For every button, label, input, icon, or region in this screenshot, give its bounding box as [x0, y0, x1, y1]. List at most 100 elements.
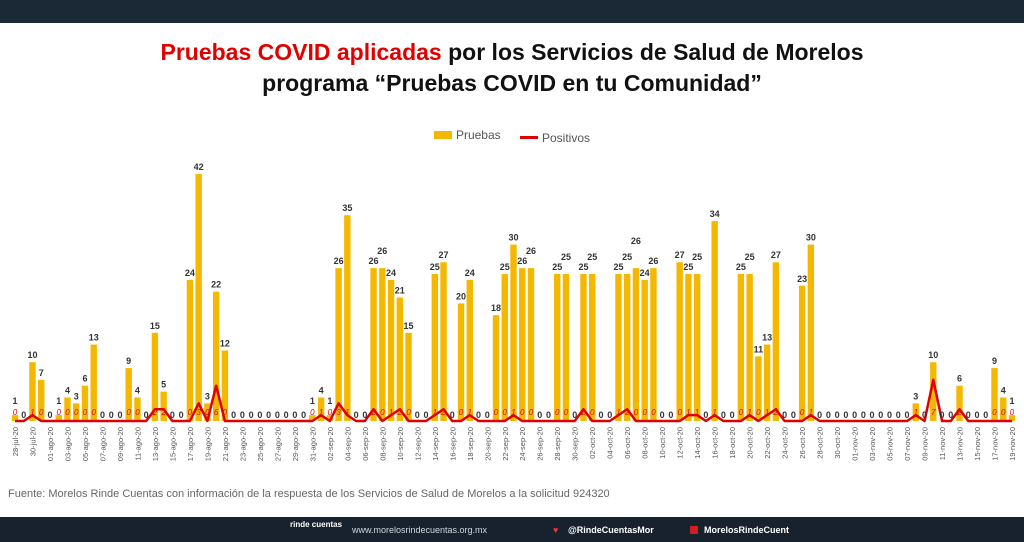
tick-label: 30-oct-20 — [833, 427, 842, 459]
data-label-positivos: 0 — [590, 408, 595, 417]
bar-pruebas — [317, 397, 325, 421]
data-label-positivos: 0 — [328, 408, 333, 417]
tick-label: 16-oct-20 — [711, 427, 720, 459]
data-label-pruebas: 30 — [508, 233, 518, 243]
data-label-pruebas: 13 — [89, 333, 99, 343]
data-label-pruebas: 27 — [771, 250, 781, 260]
data-label-pruebas: 0 — [266, 410, 271, 420]
data-label-pruebas: 0 — [948, 410, 953, 420]
data-label-pruebas: 11 — [754, 344, 764, 354]
tick-label: 31-ago-20 — [308, 427, 317, 461]
bar-pruebas — [64, 397, 71, 421]
data-label-positivos: 0 — [74, 408, 79, 417]
data-label-positivos: 0 — [380, 408, 385, 417]
bar-pruebas — [1008, 415, 1016, 421]
data-label-pruebas: 0 — [887, 410, 892, 420]
tick-label: 07-ago-20 — [98, 427, 107, 461]
bar-pruebas — [589, 274, 596, 421]
data-label-pruebas: 3 — [74, 391, 79, 401]
legend-label: Pruebas — [455, 128, 501, 142]
tick-label: 02-oct-20 — [588, 427, 597, 459]
tick-label: 03-ago-20 — [63, 427, 72, 461]
data-label-pruebas: 4 — [319, 385, 324, 395]
tick-label: 11-nov-20 — [938, 427, 947, 460]
data-label-pruebas: 0 — [292, 410, 297, 420]
bar-pruebas — [807, 244, 815, 421]
tick-label: 17-nov-20 — [991, 427, 1000, 461]
bar-pruebas — [755, 356, 762, 421]
tick-label: 11-ago-20 — [133, 427, 142, 461]
bar-pruebas — [501, 274, 508, 421]
data-label-pruebas: 26 — [377, 246, 387, 256]
data-label-pruebas: 0 — [975, 410, 980, 420]
data-label-positivos: 1 — [695, 408, 699, 417]
data-label-positivos: 0 — [800, 408, 805, 417]
bar-pruebas — [221, 350, 229, 421]
data-label-positivos: 0 — [503, 408, 508, 417]
bar-pruebas — [431, 274, 438, 421]
data-label-pruebas: 15 — [150, 321, 160, 331]
data-label-pruebas: 3 — [913, 391, 918, 401]
bar-pruebas — [344, 215, 351, 421]
data-label-positivos: 1 — [914, 408, 918, 417]
data-label-positivos: 0 — [992, 408, 997, 417]
data-label-pruebas: 0 — [817, 410, 822, 420]
bar-pruebas — [650, 268, 657, 421]
data-label-pruebas: 0 — [485, 410, 490, 420]
data-label-positivos: 0 — [310, 408, 315, 417]
facebook-handle[interactable]: MorelosRindeCuent — [704, 525, 790, 535]
data-label-positivos: 1 — [616, 408, 620, 417]
data-label-pruebas: 22 — [211, 280, 221, 290]
data-label-pruebas: 1 — [56, 396, 61, 406]
data-label-positivos: 0 — [564, 408, 569, 417]
data-label-pruebas: 23 — [797, 274, 807, 284]
data-label-pruebas: 25 — [561, 252, 571, 262]
data-label-pruebas: 9 — [992, 356, 997, 366]
bar-pruebas — [912, 403, 919, 421]
tick-label: 28-oct-20 — [816, 427, 825, 459]
tick-label: 16-sep-20 — [448, 427, 457, 461]
bar-pruebas — [90, 344, 97, 421]
data-label-positivos: 6 — [214, 408, 219, 417]
bar-pruebas — [326, 415, 334, 421]
bar-pruebas — [615, 274, 622, 421]
data-label-positivos: 2 — [956, 408, 962, 417]
data-label-pruebas: 0 — [21, 410, 26, 420]
data-label-pruebas: 0 — [109, 410, 114, 420]
data-label-pruebas: 0 — [703, 410, 708, 420]
data-label-pruebas: 34 — [710, 209, 720, 219]
tick-label: 10-oct-20 — [658, 427, 667, 459]
bar-pruebas — [746, 274, 753, 421]
tick-label: 24-sep-20 — [518, 427, 527, 461]
twitter-handle[interactable]: @RindeCuentasMor — [568, 525, 654, 535]
data-label-pruebas: 0 — [721, 410, 726, 420]
data-label-pruebas: 0 — [896, 410, 901, 420]
tick-label: 05-ago-20 — [81, 427, 90, 461]
bar-pruebas — [73, 403, 80, 421]
data-label-pruebas: 0 — [983, 410, 988, 420]
tick-label: 22-oct-20 — [763, 427, 772, 459]
tick-label: 21-ago-20 — [221, 427, 230, 461]
tick-label: 30-jul-20 — [28, 427, 37, 456]
data-label-positivos: 0 — [642, 408, 647, 417]
tick-label: 19-ago-20 — [203, 427, 212, 461]
bar-pruebas — [798, 285, 806, 421]
bar-pruebas — [387, 279, 395, 421]
bar-pruebas — [405, 332, 412, 421]
data-label-pruebas: 25 — [745, 252, 755, 262]
website-link[interactable]: www.morelosrindecuentas.org.mx — [352, 525, 488, 535]
data-label-pruebas: 25 — [692, 252, 702, 262]
data-label-positivos: 1 — [468, 408, 472, 417]
legend: Pruebas Positivos — [0, 128, 1024, 145]
data-label-positivos: 0 — [529, 408, 534, 417]
tick-label: 17-ago-20 — [186, 427, 195, 461]
data-label-pruebas: 42 — [194, 162, 204, 172]
tick-label: 25-ago-20 — [256, 427, 265, 461]
data-label-positivos: 1 — [345, 408, 349, 417]
data-label-positivos: 0 — [39, 408, 44, 417]
data-label-pruebas: 0 — [730, 410, 735, 420]
data-label-pruebas: 0 — [660, 410, 665, 420]
data-label-pruebas: 0 — [870, 410, 875, 420]
data-label-pruebas: 13 — [762, 333, 772, 343]
data-label-pruebas: 0 — [476, 410, 481, 420]
